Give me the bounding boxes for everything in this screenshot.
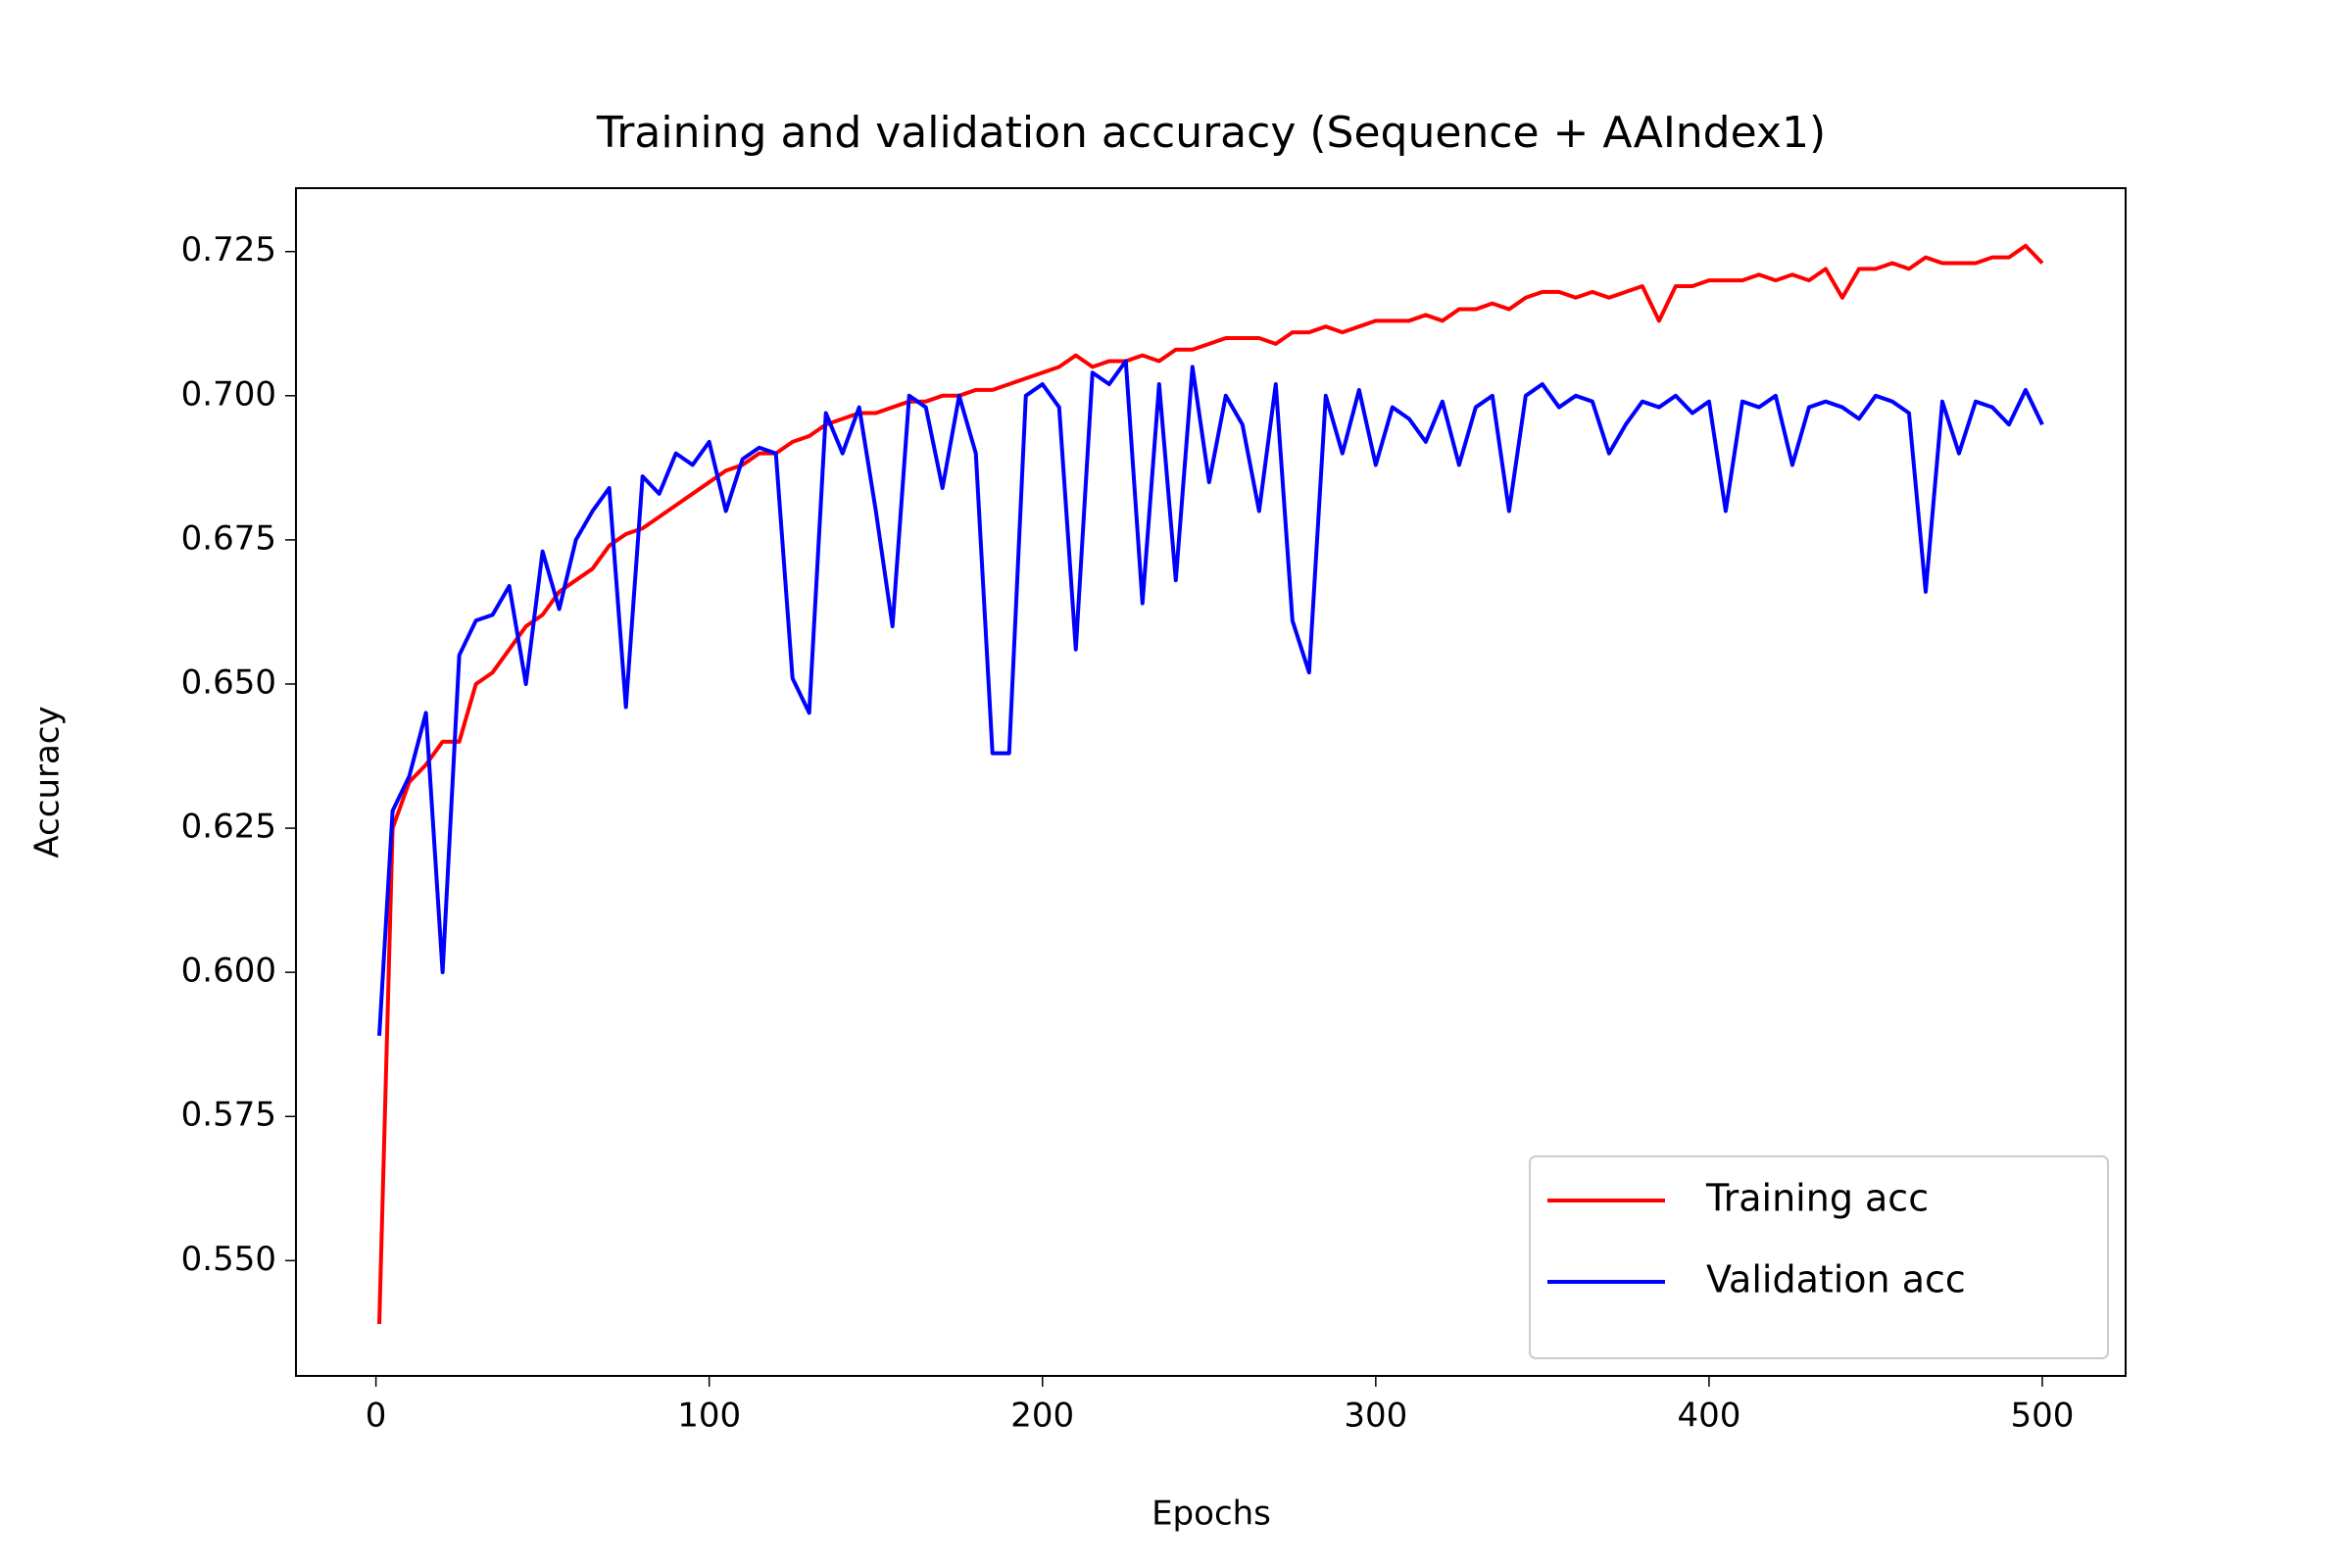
x-tick-label: 300 — [1344, 1396, 1407, 1436]
series-line — [377, 243, 2044, 1325]
x-tick-label: 100 — [677, 1396, 741, 1436]
y-tick-label: 0.675 — [181, 518, 276, 558]
y-tick-label: 0.725 — [181, 230, 276, 270]
x-tick-label: 400 — [1677, 1396, 1740, 1436]
legend-box — [1529, 1155, 2109, 1359]
y-tick-label: 0.550 — [181, 1240, 276, 1279]
chart-title: Training and validation accuracy (Sequen… — [596, 108, 1826, 158]
y-tick-label: 0.650 — [181, 662, 276, 702]
x-tick-label: 500 — [2011, 1396, 2075, 1436]
x-axis-label: Epochs — [1152, 1494, 1271, 1534]
legend-label: Validation acc — [1706, 1258, 1966, 1301]
y-axis-label: Accuracy — [28, 706, 68, 858]
y-tick-label: 0.600 — [181, 952, 276, 991]
series-line — [377, 359, 2044, 1036]
legend-label: Training acc — [1705, 1177, 1929, 1220]
y-tick-label: 0.575 — [181, 1096, 276, 1135]
legend: Training acc Validation acc — [1529, 1155, 2109, 1359]
x-tick-label: 200 — [1010, 1396, 1074, 1436]
y-tick-label: 0.700 — [181, 374, 276, 414]
plot-frame — [295, 187, 2127, 1377]
x-tick-label: 0 — [366, 1396, 387, 1436]
y-tick-label: 0.625 — [181, 808, 276, 847]
